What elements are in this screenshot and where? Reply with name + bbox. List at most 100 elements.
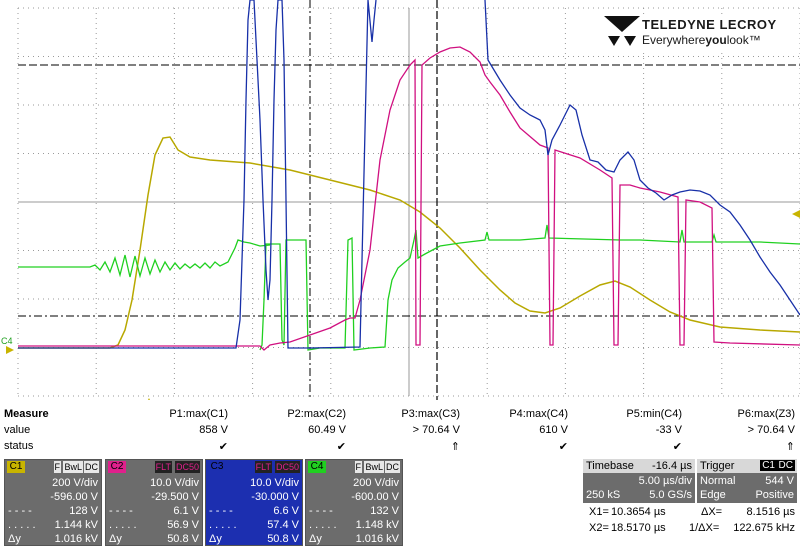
trace-c3: [18, 0, 377, 349]
channel-cursor-2: 57.4 V: [267, 519, 299, 531]
channel-name: C4: [308, 461, 326, 473]
channel-box-c1[interactable]: C1 DC BwL F 200 V/div -596.00 V - - - - 128 V . …: [4, 459, 102, 546]
channel-offset: -596.00 V: [50, 491, 98, 503]
measure-p2-value: 60.49 V: [308, 424, 346, 436]
measure-p4-name: P4:max(C4): [509, 408, 568, 420]
ground-marker-c4: C4: [1, 336, 14, 354]
measure-p2-name: P2:max(C2): [287, 408, 346, 420]
channel-header: C3 DC50 FLT: [206, 460, 302, 474]
timebase-title: Timebase: [586, 460, 634, 472]
cursor-dash-2: . . . . .: [309, 519, 337, 531]
timebase-rate: 5.0 GS/s: [649, 489, 692, 501]
channel-cursor-1: 128 V: [69, 505, 98, 517]
delta-y-label: Δy: [8, 533, 21, 545]
trace-c1: [18, 136, 800, 349]
waveform-display[interactable]: C4: [0, 0, 800, 400]
trigger-title: Trigger: [700, 460, 735, 472]
channel-delta-y: 1.016 kV: [355, 533, 399, 545]
x1-label: X1=: [589, 506, 609, 518]
channel-badge: F: [354, 461, 362, 473]
channel-cursor-2: 56.9 V: [167, 519, 199, 531]
cursor-dash-1: - - - -: [209, 505, 233, 517]
trigger-box[interactable]: Trigger C1 DC Normal 544 V Edge Positive: [697, 459, 797, 503]
measure-p2-status: ✔: [336, 441, 346, 453]
measure-table[interactable]: Measure value status P1:max(C1) 858 V ✔ P2:…: [0, 408, 800, 458]
measure-p6-status: ⇑: [785, 441, 795, 453]
x2-value: 18.5170 µs: [611, 522, 666, 534]
channel-offset: -30.000 V: [251, 491, 299, 503]
channel-box-c2[interactable]: C2 DC50 FLT 10.0 V/div -29.500 V - - - - 6.1 V…: [105, 459, 203, 546]
timebase-header: Timebase -16.4 µs: [583, 459, 695, 473]
measure-p6-value: > 70.64 V: [747, 424, 795, 436]
delta-y-label: Δy: [309, 533, 322, 545]
dx-value: 8.1516 µs: [746, 506, 795, 518]
measure-p5-value: -33 V: [655, 424, 682, 436]
measure-value-row: value: [0, 424, 800, 438]
channel-badge: F: [53, 461, 61, 473]
channel-badge: DC50: [274, 461, 300, 473]
inv-dx-label: 1/ΔX=: [689, 522, 720, 534]
channel-vdiv: 10.0 V/div: [150, 477, 199, 489]
cursor-dash-1: - - - -: [8, 505, 32, 517]
brand-tagline: Everywhereyoulook™: [642, 33, 761, 47]
lecroy-logo-icon: [604, 16, 640, 46]
channel-delta-y: 50.8 V: [167, 533, 199, 545]
measure-status-row: status: [0, 440, 800, 454]
channel-box-c3[interactable]: C3 DC50 FLT 10.0 V/div -30.000 V - - - - 6.6 V…: [205, 459, 303, 546]
channel-offset: -600.00 V: [351, 491, 399, 503]
cursor-readout: X1= 10.3654 µs ΔX= 8.1516 µs X2= 18.5170…: [583, 504, 798, 546]
trigger-level-marker[interactable]: [792, 210, 800, 218]
channel-header: C2 DC50 FLT: [106, 460, 202, 474]
svg-text:C4: C4: [1, 336, 13, 346]
x1-value: 10.3654 µs: [611, 506, 666, 518]
channel-name: C3: [208, 461, 226, 473]
measure-p6-name: P6:max(Z3): [737, 408, 795, 420]
measure-label: Measure: [4, 408, 49, 420]
x2-label: X2=: [589, 522, 609, 534]
measure-p1-name: P1:max(C1): [169, 408, 228, 420]
timebase-delay: -16.4 µs: [652, 460, 692, 472]
trigger-position-marker[interactable]: [145, 398, 153, 400]
trigger-type: Edge: [700, 489, 726, 501]
trigger-source: C1: [760, 460, 777, 471]
cursor-dash-1: - - - -: [309, 505, 333, 517]
trigger-slope: Positive: [755, 489, 794, 501]
channel-cursor-2: 1.144 kV: [54, 519, 98, 531]
channel-box-c4[interactable]: C4 DC BwL F 200 V/div -600.00 V - - - - 132 V . …: [305, 459, 403, 546]
channel-delta-y: 50.8 V: [267, 533, 299, 545]
trace-c3-decay: [484, 0, 800, 316]
measure-p4-status: ✔: [558, 441, 568, 453]
trigger-level: 544 V: [765, 475, 794, 487]
channel-name: C2: [108, 461, 126, 473]
channel-badge: DC: [385, 461, 400, 473]
measure-header-row: Measure: [0, 408, 800, 422]
channel-badge: FLT: [254, 461, 272, 473]
cursor-dash-1: - - - -: [109, 505, 133, 517]
channel-badge: FLT: [154, 461, 172, 473]
channel-delta-y: 1.016 kV: [54, 533, 98, 545]
trigger-coupling: DC: [776, 460, 795, 471]
timebase-div: 5.00 µs/div: [638, 475, 692, 487]
measure-p3-value: > 70.64 V: [412, 424, 460, 436]
channel-cursor-2: 1.148 kV: [355, 519, 399, 531]
measure-p5-status: ✔: [672, 441, 682, 453]
measure-p4-value: 610 V: [539, 424, 568, 436]
channel-header: C4 DC BwL F: [306, 460, 402, 474]
status-label: status: [4, 440, 34, 452]
channel-offset: -29.500 V: [151, 491, 199, 503]
channel-badge: DC: [84, 461, 99, 473]
graticule: [17, 7, 800, 397]
delta-y-label: Δy: [209, 533, 222, 545]
channel-cursor-1: 6.1 V: [173, 505, 199, 517]
channel-badge: BwL: [364, 461, 384, 473]
channel-header: C1 DC BwL F: [5, 460, 101, 474]
timebase-box[interactable]: Timebase -16.4 µs 5.00 µs/div 250 kS 5.0…: [583, 459, 695, 503]
delta-y-label: Δy: [109, 533, 122, 545]
measure-p5-name: P5:min(C4): [626, 408, 682, 420]
trace-c2: [18, 46, 800, 351]
channel-vdiv: 200 V/div: [52, 477, 98, 489]
channel-cursor-1: 6.6 V: [273, 505, 299, 517]
channel-cursor-1: 132 V: [370, 505, 399, 517]
inv-dx-value: 122.675 kHz: [733, 522, 795, 534]
measure-p3-status: ⇑: [450, 441, 460, 453]
